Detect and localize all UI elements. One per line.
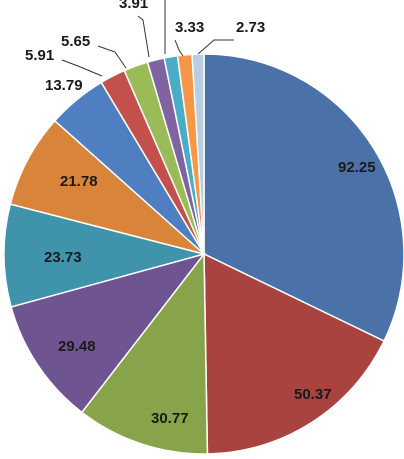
pie-slice [191,53,205,255]
slice-value-label: 5.91 [25,47,54,64]
slice-value-label: 30.77 [151,410,189,427]
slice-value-label: 50.37 [294,386,332,403]
slice-value-label: 21.78 [60,173,98,190]
label-leader-line [61,59,103,77]
slice-value-label: 13.79 [45,77,83,94]
pie-slice [80,251,209,455]
pie-slice [3,203,207,308]
pie-slice [10,252,206,414]
pie-slice [9,119,205,255]
label-leader-line [97,45,127,69]
slice-value-label: 23.73 [44,249,82,266]
data-labels: 92.25 50.37 30.77 29.48 23.73 21.78 13.79 5.91 5… [25,0,376,427]
slice-value-label: 92.25 [338,159,376,176]
slice-value-label: 3.33 [175,19,204,36]
label-leader-line [174,39,184,57]
slice-value-label: 5.65 [61,33,90,50]
slice-value-label: 2.73 [236,19,265,36]
pie-slice [203,252,386,455]
pie-slices [3,53,404,455]
slice-value-label: 3.91 [119,0,148,12]
pie-slice [203,53,404,343]
leader-lines [61,0,234,77]
label-leader-line [197,39,234,55]
slice-value-label: 29.48 [58,338,96,355]
label-leader-line [137,15,150,58]
